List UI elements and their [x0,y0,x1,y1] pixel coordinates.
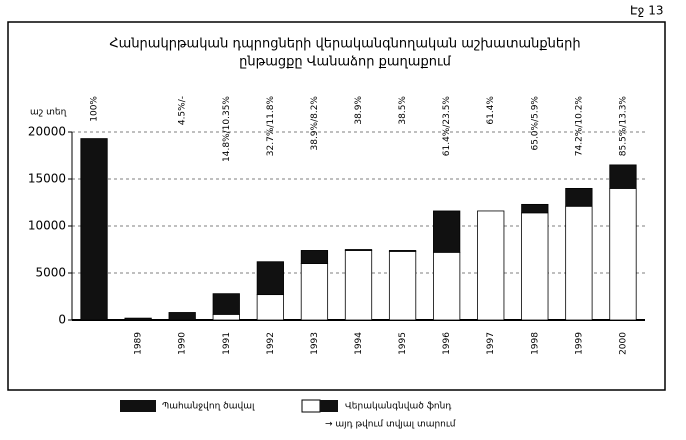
legend-swatch [120,400,156,412]
x-tick-label: 1993 [310,332,320,355]
chart-frame [7,21,666,391]
x-tick-label: 1991 [222,332,232,355]
chart-subtitle: ընթացքը Վանաձոր քաղաքում [239,55,451,70]
legend-label: Պահանջվող ծավալ [162,402,255,412]
bar-segment [344,249,373,251]
legend-swatch [320,400,338,412]
x-tick-label: 1989 [134,332,144,355]
bar-segment [388,250,417,321]
bar-segment [300,263,329,321]
y-tick-label: 0 [58,313,66,327]
bar-segment [521,212,549,321]
bar-segment [521,203,549,214]
bar-segment [344,250,373,321]
bar-segment [565,187,593,207]
legend-swatch [301,399,321,413]
x-tick-label: 1992 [266,332,276,355]
annotation: 85.5%/13.3% [618,96,628,157]
legend-label: Վերականգնված ֆոնդ [345,402,451,412]
legend-note: → այդ թվում տվյալ տարում [325,420,456,430]
x-tick-label: 1996 [442,332,452,355]
x-tick-label: 1998 [530,332,540,355]
bar-segment [80,138,108,321]
x-tick-label: 1997 [486,332,496,355]
annotation: 61.4%/23.5% [442,96,452,157]
annotation: 14.8%/10.35% [222,96,232,162]
annotation: 61.4% [486,96,496,125]
x-tick-label: 1999 [574,332,584,355]
bar-segment [256,261,284,296]
y-axis-label: աշ տեղ [30,108,67,118]
annotation: 38.9% [354,96,364,125]
annotation: 74.2%/10.2% [574,96,584,157]
annotation: 65.0%/5.9% [530,96,540,151]
y-tick-label: 20000 [28,125,66,139]
bar-segment [388,250,417,252]
bar-segment [212,293,240,315]
x-tick-label: 1990 [178,332,188,355]
bar-segment [124,317,152,321]
annotation: 38.9%/8.2% [310,96,320,151]
bar-segment [565,205,593,321]
annotation: 4.5%/- [178,96,188,125]
bar-segment [609,164,637,189]
bar-segment [212,313,240,321]
bar-segment [256,294,284,321]
y-tick-label: 5000 [35,266,66,280]
x-tick-label: 1995 [398,332,408,355]
annotation: 38.5% [398,96,408,125]
annotation: 32.7%/11.8% [266,96,276,157]
bar-segment [609,187,637,321]
y-tick-label: 15000 [28,172,66,186]
x-tick-label: 1994 [354,332,364,355]
bar-segment [433,251,461,321]
bar-segment [300,250,329,265]
bar-segment [433,210,461,253]
page-label: Էջ 13 [630,4,664,18]
x-tick-label: 2000 [618,332,628,355]
annotation: 100% [90,96,100,122]
chart-title: Հանրակրթական դպրոցների վերականգնողական ա… [109,37,580,52]
bar-segment [477,210,505,321]
bar-segment [168,312,196,321]
y-tick-label: 10000 [28,219,66,233]
